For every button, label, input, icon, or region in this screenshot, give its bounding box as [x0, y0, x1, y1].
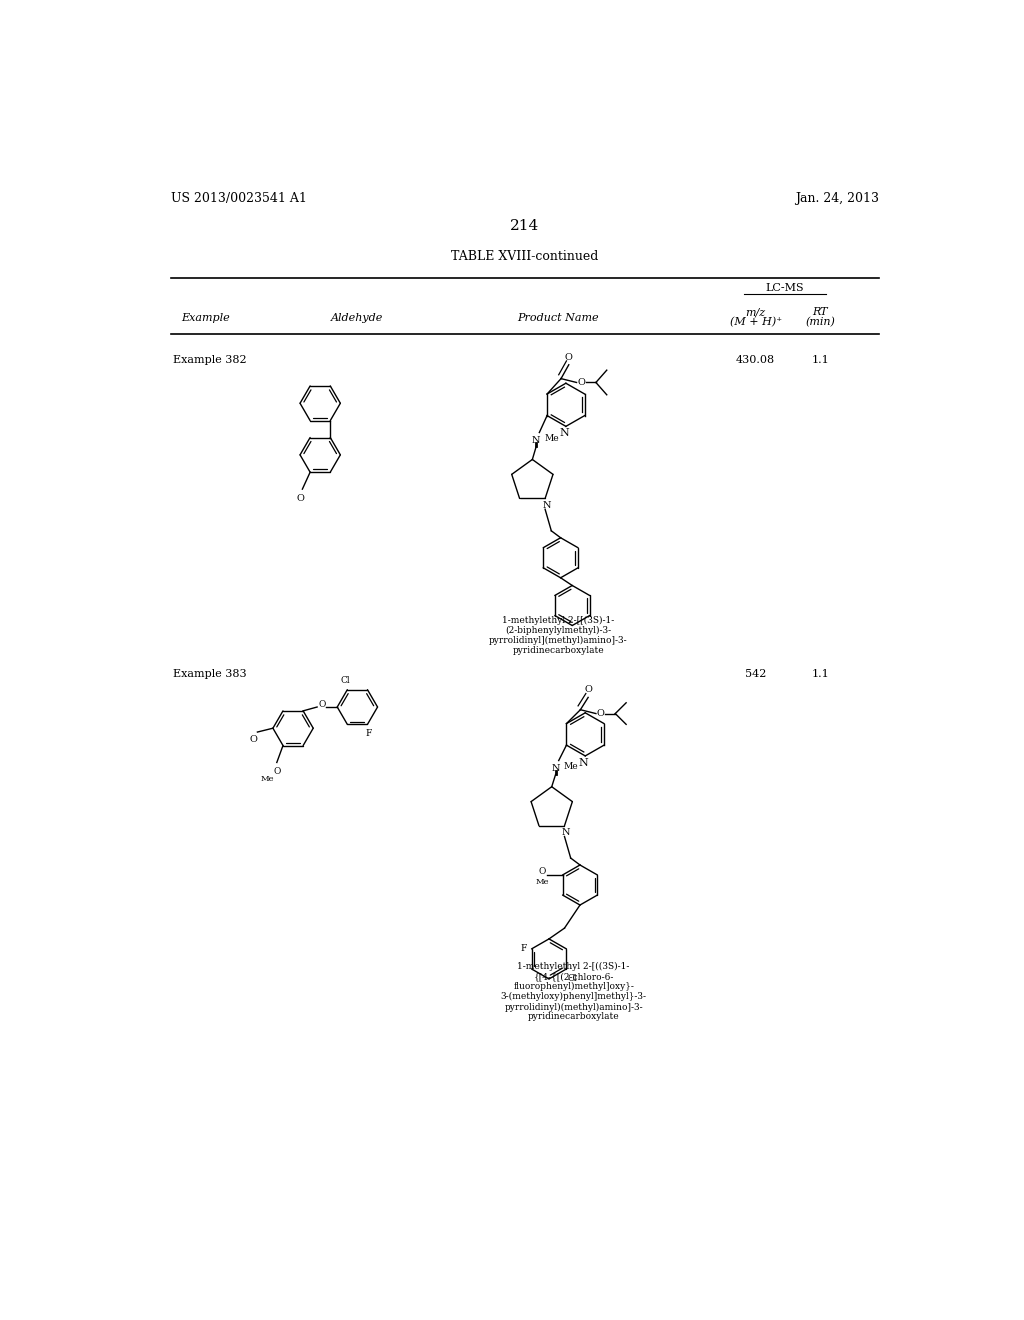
- Text: O: O: [250, 735, 257, 744]
- Text: 3-(methyloxy)phenyl]methyl}-3-: 3-(methyloxy)phenyl]methyl}-3-: [501, 993, 646, 1002]
- Text: pyrrolidinyl)(methyl)amino]-3-: pyrrolidinyl)(methyl)amino]-3-: [504, 1002, 643, 1011]
- Text: N: N: [562, 828, 570, 837]
- Text: F: F: [520, 944, 527, 953]
- Text: US 2013/0023541 A1: US 2013/0023541 A1: [171, 191, 306, 205]
- Text: N: N: [543, 500, 551, 510]
- Text: N: N: [551, 764, 560, 772]
- Text: {[4-{[(2-chloro-6-: {[4-{[(2-chloro-6-: [534, 973, 613, 981]
- Text: Me: Me: [545, 434, 559, 444]
- Text: O: O: [565, 352, 572, 362]
- Text: N: N: [579, 758, 589, 768]
- Text: fluorophenyl)methyl]oxy}-: fluorophenyl)methyl]oxy}-: [513, 982, 634, 991]
- Text: Cl: Cl: [568, 974, 578, 982]
- Text: Cl: Cl: [341, 676, 350, 685]
- Text: 214: 214: [510, 219, 540, 234]
- Text: O: O: [539, 867, 546, 876]
- Text: (M + H)⁺: (M + H)⁺: [730, 317, 781, 327]
- Text: pyrrolidinyl](methyl)amino]-3-: pyrrolidinyl](methyl)amino]-3-: [488, 636, 628, 645]
- Text: 542: 542: [745, 669, 766, 680]
- Text: Me: Me: [564, 762, 579, 771]
- Text: Example 382: Example 382: [173, 355, 247, 366]
- Text: O: O: [597, 709, 604, 718]
- Text: Jan. 24, 2013: Jan. 24, 2013: [795, 191, 879, 205]
- Text: pyridinecarboxylate: pyridinecarboxylate: [527, 1012, 620, 1022]
- Text: (min): (min): [805, 317, 835, 327]
- Text: pyridinecarboxylate: pyridinecarboxylate: [512, 645, 604, 655]
- Text: Example: Example: [181, 313, 229, 323]
- Text: N: N: [532, 436, 541, 445]
- Text: 1-methylethyl 2-[((3S)-1-: 1-methylethyl 2-[((3S)-1-: [517, 962, 630, 972]
- Text: 1-methylethyl 2-[[(3S)-1-: 1-methylethyl 2-[[(3S)-1-: [502, 616, 614, 624]
- Text: N: N: [559, 428, 569, 437]
- Text: Me: Me: [536, 878, 549, 886]
- Text: LC-MS: LC-MS: [766, 282, 805, 293]
- Text: F: F: [366, 729, 372, 738]
- Text: O: O: [297, 494, 305, 503]
- Text: (2-biphenylylmethyl)-3-: (2-biphenylylmethyl)-3-: [505, 626, 611, 635]
- Text: O: O: [273, 767, 281, 776]
- Text: O: O: [578, 378, 585, 387]
- Text: Aldehyde: Aldehyde: [331, 313, 383, 323]
- Text: TABLE XVIII-continued: TABLE XVIII-continued: [452, 251, 598, 264]
- Text: Product Name: Product Name: [517, 313, 599, 323]
- Text: m/z: m/z: [745, 308, 766, 317]
- Text: 1.1: 1.1: [811, 355, 829, 366]
- Text: Example 383: Example 383: [173, 669, 247, 680]
- Text: O: O: [318, 700, 326, 709]
- Text: O: O: [585, 685, 592, 694]
- Text: Me: Me: [261, 775, 274, 783]
- Text: RT: RT: [812, 308, 827, 317]
- Text: 1.1: 1.1: [811, 669, 829, 680]
- Text: 430.08: 430.08: [736, 355, 775, 366]
